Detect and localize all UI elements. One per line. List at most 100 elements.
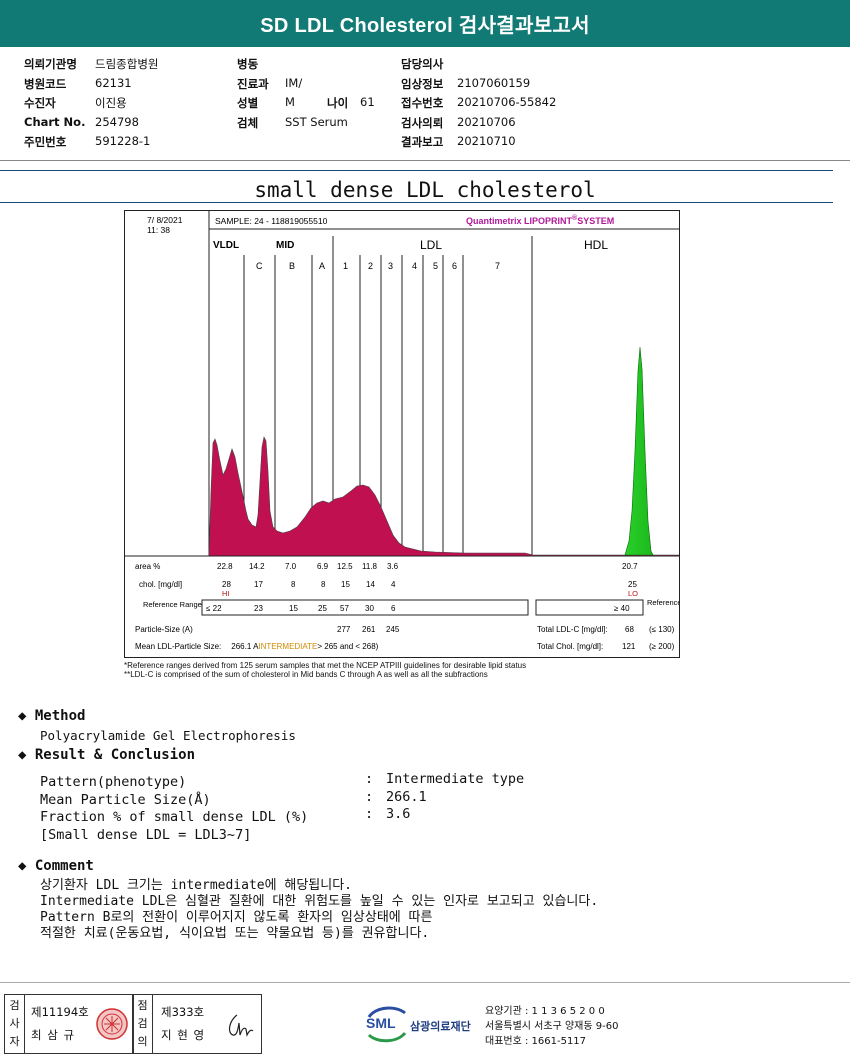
chol-value: 8 (291, 580, 296, 589)
area-value: 14.2 (249, 562, 265, 571)
info-label: 진료과 (237, 76, 269, 91)
info-row: 담당의사 (401, 56, 641, 76)
info-value: 20210710 (457, 134, 516, 148)
system-name: Quantimetrix LIPOPRINT®SYSTEM (466, 214, 614, 226)
method-heading: ◆ Method (18, 708, 85, 724)
inspector-license: 제11194호 (31, 1005, 89, 1019)
info-label: 병동 (237, 57, 259, 71)
info-value: 591228-1 (95, 134, 151, 148)
result-value: Intermediate type (386, 771, 525, 787)
inspector-label: 검사자 (5, 995, 25, 1053)
reviewer-name: 지 현 영 (161, 1028, 206, 1042)
result-heading-text: Result & Conclusion (34, 747, 196, 763)
info-value: 254798 (95, 114, 139, 129)
total-chol-ref: (≥ 200) (649, 642, 675, 651)
org-info-line: 요양기관 : 1 1 3 6 5 2 0 0 (485, 1006, 605, 1017)
info-row: 의뢰기관명 드림종합병원 (24, 56, 224, 76)
info-row: 수진자 이진용 (24, 95, 224, 115)
info-column-1: 의뢰기관명 드림종합병원 병원코드 62131 수진자 이진용 Chart No. 25… (24, 56, 224, 154)
inspector-name: 최 삼 규 (31, 1028, 76, 1042)
band-label: C (256, 261, 263, 271)
group-label-ldl: LDL (420, 238, 442, 252)
lipoprint-svg: 7/ 8/2021 11: 38 SAMPLE: 24 - 1188190555… (125, 211, 679, 651)
total-ldl-label: Total LDL-C [mg/dl]: (537, 625, 608, 634)
info-label: 주민번호 (24, 135, 67, 149)
result-row: [Small dense LDL = LDL3~7] (40, 824, 600, 843)
info-label: 검사의뢰 (401, 115, 444, 130)
chol-value: 14 (366, 580, 375, 589)
comment-line: 적절한 치료(운동요법, 식이요법 또는 약물요법 등)를 권유합니다. (40, 926, 430, 941)
info-value: 2107060159 (457, 75, 531, 90)
band-label: 3 (388, 261, 393, 271)
hdl-ref-box (535, 599, 644, 616)
area-value: 11.8 (362, 562, 378, 571)
diamond-bullet-icon: ◆ (18, 708, 35, 724)
chart-date: 7/ 8/2021 (147, 215, 183, 225)
ref-value: 15 (289, 604, 298, 613)
chol-hdl-value: 25 (628, 580, 637, 589)
info-value: 20210706-55842 (457, 95, 557, 109)
inspector-box: 검사자 제11194호 최 삼 규 (4, 994, 134, 1054)
info-row: 검체 SST Serum (237, 115, 397, 135)
chol-label: chol. [mg/dl] (139, 580, 182, 589)
footer-divider (0, 982, 850, 983)
particle-size-label: Particle-Size (A) (135, 625, 193, 634)
org-logo-text: SML (366, 1015, 396, 1031)
ref-range-label: Reference Range (143, 600, 202, 609)
info-column-3: 담당의사 임상정보 2107060159 접수번호 20210706-55842 검… (401, 56, 641, 154)
band-label: 6 (452, 261, 457, 271)
lipoprotein-spectrum-trace (208, 350, 679, 557)
reviewer-box: 점검의 제333호 지 현 영 (132, 994, 262, 1054)
system-suffix: SYSTEM (577, 216, 614, 226)
org-info-line: 서울특별시 서초구 양재동 9-60 (485, 1021, 619, 1032)
band-label: 1 (343, 261, 348, 271)
reviewer-label: 점검의 (133, 995, 153, 1053)
info-row: 검사의뢰 20210706 (401, 115, 641, 135)
particle-size-value: 277 (337, 625, 351, 634)
footnote: *Reference ranges derived from 125 serum… (124, 661, 527, 670)
org-info-line: 대표번호 : 1661-5117 (485, 1036, 587, 1047)
chol-value: 8 (321, 580, 326, 589)
info-label: 결과보고 (401, 135, 444, 149)
info-value: IM/ (285, 75, 303, 90)
sml-logo-icon (367, 1006, 407, 1043)
area-value: 12.5 (337, 562, 353, 571)
result-row: Pattern(phenotype): Intermediate type (40, 771, 600, 790)
method-text: Polyacrylamide Gel Electrophoresis (40, 728, 296, 743)
result-heading: ◆ Result & Conclusion (18, 747, 195, 763)
hdl-ref-label: Reference Range (647, 598, 679, 607)
result-value: 266.1 (386, 788, 427, 805)
ref-value: 30 (365, 604, 374, 613)
area-value: 22.8 (217, 562, 233, 571)
hdl-peak (624, 346, 654, 556)
info-row: 병원코드 62131 (24, 76, 224, 96)
system-registered: ® (572, 214, 578, 222)
result-colon: : (365, 771, 374, 787)
total-chol-value: 121 (622, 642, 636, 651)
age-value: 61 (360, 95, 375, 109)
chol-value: 28 (222, 580, 231, 589)
comment-line: Pattern B로의 전환이 이루어지지 않도록 환자의 임상상태에 따른 (40, 910, 433, 925)
band-label: 2 (368, 261, 373, 271)
info-label: 병원코드 (24, 76, 67, 91)
mean-ldl-line: Mean LDL-Particle Size: 266.1 AINTERMEDIA… (135, 642, 379, 651)
info-value: 62131 (95, 75, 132, 90)
hdl-ref-value: ≥ 40 (614, 604, 630, 613)
chol-value: 17 (254, 580, 263, 589)
area-value: 6.9 (317, 562, 329, 571)
total-chol-label: Total Chol. [mg/dl]: (537, 642, 603, 651)
band-label: 4 (412, 261, 417, 271)
info-value: 드림종합병원 (95, 57, 159, 71)
result-extra: [Small dense LDL = LDL3~7] (40, 826, 252, 843)
hi-flag: HI (222, 589, 230, 598)
info-row: 주민번호 591228-1 (24, 134, 224, 154)
age-label: 나이 (327, 96, 349, 110)
report-title: SD LDL Cholesterol 검사결과보고서 (260, 15, 590, 37)
ref-range-box (201, 599, 529, 616)
result-rows: Pattern(phenotype): Intermediate type Mea… (40, 771, 600, 843)
result-label: Fraction % of small dense LDL (%) (40, 809, 309, 825)
ref-value: 57 (340, 604, 349, 613)
info-value: M (285, 95, 295, 109)
diamond-bullet-icon: ◆ (18, 747, 35, 763)
total-ldl-value: 68 (625, 625, 634, 634)
